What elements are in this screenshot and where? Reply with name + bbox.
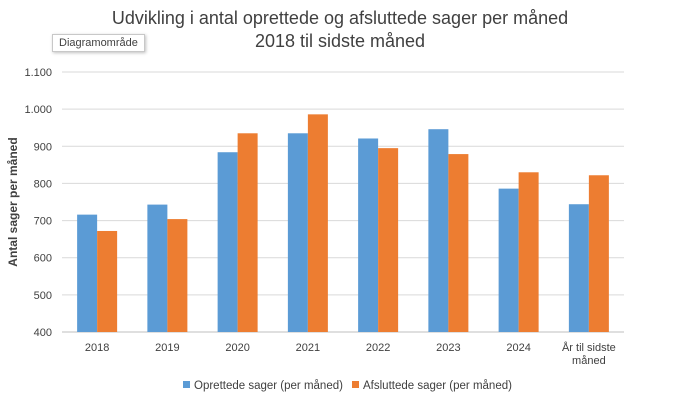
y-tick-label: 800 [34,178,52,190]
bar-created [77,214,98,332]
bar-closed [237,133,258,332]
y-axis-label: Antal sager per måned [6,137,20,266]
y-tick-label: 600 [34,253,52,265]
y-tick-label: 700 [34,216,52,228]
x-tick-label: 2024 [506,342,530,354]
x-tick-label: År til sidste [562,341,616,354]
legend-swatch [352,381,359,388]
bar-closed [97,230,118,332]
bar-created [217,152,238,332]
bar-closed [167,219,188,332]
bar-created [498,188,519,332]
bar-created [428,129,449,332]
bar-created [358,138,379,332]
x-tick-label: 2021 [296,342,320,354]
bar-closed [518,172,539,332]
bar-created [568,204,589,332]
legend: Oprettede sager (per måned) Afsluttede sa… [183,380,512,392]
x-tick-label: 2019 [155,342,179,354]
bar-closed [378,148,399,332]
legend-label: Oprettede sager (per måned) [194,380,343,392]
chart-area-tooltip: Diagramområde [52,34,145,52]
bar-closed [307,114,328,332]
x-tick-label: 2018 [85,342,109,354]
y-tick-label: 1.000 [24,104,52,116]
bar-created [147,204,168,332]
x-tick-label: 2023 [436,342,460,354]
y-tick-label: 1.100 [24,67,52,79]
x-tick-label: måned [572,355,606,367]
bar-created [287,133,308,332]
x-tick-label: 2020 [225,342,249,354]
y-tick-label: 400 [34,327,52,339]
bars [77,114,609,332]
x-tick-label: 2022 [366,342,390,354]
bar-closed [448,154,469,332]
y-tick-label: 900 [34,141,52,153]
x-axis-ticks: 2018 2019 2020 2021 2022 2023 2024 År til sidst… [85,341,616,367]
legend-label: Afsluttede sager (per måned) [363,380,512,392]
bar-closed [588,175,609,332]
chart-title: Udvikling i antal oprettede og afslutted… [112,8,568,28]
y-axis-ticks: 400 500 600 700 800 900 1.000 1.100 [24,67,52,339]
chart-subtitle: 2018 til sidste måned [255,31,425,51]
legend-swatch [183,381,190,388]
gridlines [62,71,624,333]
y-tick-label: 500 [34,290,52,302]
